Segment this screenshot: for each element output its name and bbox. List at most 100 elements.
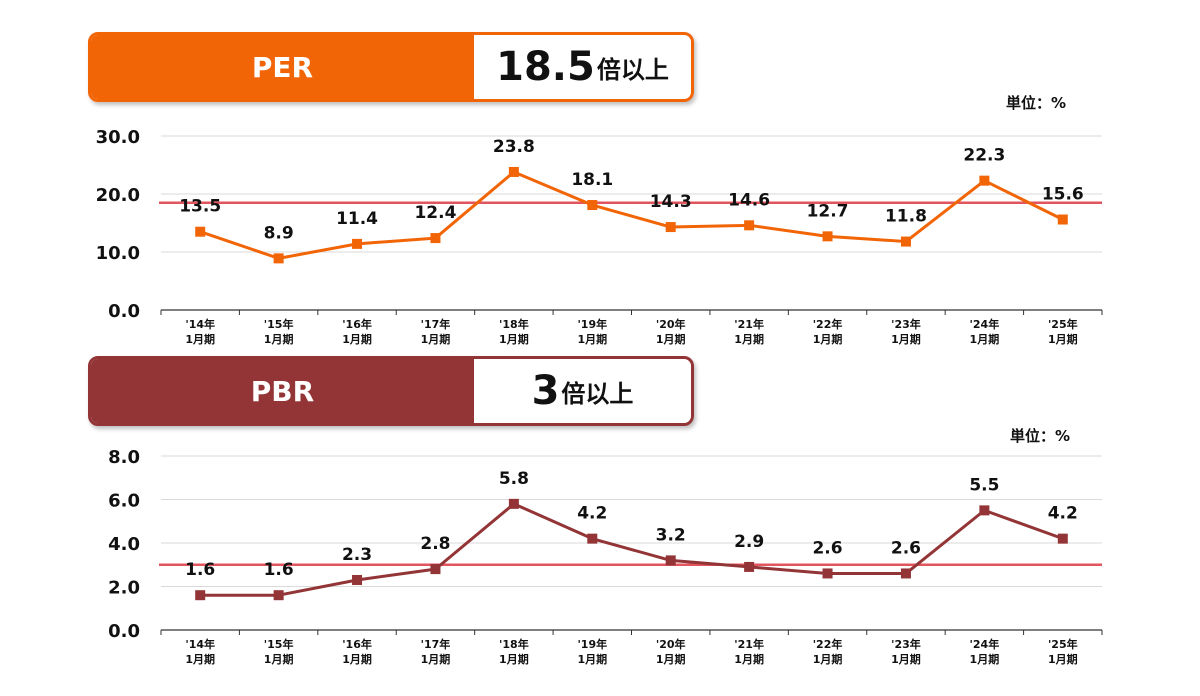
pbr-ytick-label: 0.0 [108,621,140,642]
pbr-xtick-year: '17年 [421,637,451,651]
per-xtick-year: '17年 [421,317,451,331]
per-xtick-year: '25年 [1048,317,1078,331]
pbr-ytick-label: 6.0 [108,491,140,512]
pbr-xtick-year: '22年 [813,637,843,651]
pbr-xtick-period: 1月期 [577,652,607,666]
pbr-data-label: 5.5 [969,475,999,495]
per-data-point [430,233,441,244]
pbr-xtick-period: 1月期 [342,652,372,666]
pbr-xtick-period: 1月期 [421,652,451,666]
pbr-xtick-year: '21年 [734,637,764,651]
per-data-label: 12.4 [414,203,456,223]
per-data-point [900,236,911,247]
per-threshold-value: 18.5 [496,44,595,90]
pbr-data-point [979,505,990,516]
pbr-data-label: 2.6 [891,538,921,558]
per-banner: PER 18.5 倍以上 [88,32,694,102]
pbr-xtick-period: 1月期 [734,652,764,666]
pbr-xtick-year: '19年 [577,637,607,651]
pbr-data-point [900,568,911,579]
pbr-data-label: 1.6 [264,560,294,580]
pbr-data-point [822,568,833,579]
pbr-xtick-year: '25年 [1048,637,1078,651]
pbr-xtick-year: '20年 [656,637,686,651]
pbr-xtick-period: 1月期 [970,652,1000,666]
per-data-point [822,231,833,242]
per-xtick-year: '18年 [499,317,529,331]
pbr-xtick-period: 1月期 [264,652,294,666]
per-xtick-year: '15年 [264,317,294,331]
per-data-point [508,166,519,177]
pbr-data-label: 5.8 [499,469,529,489]
per-data-point [1057,214,1068,225]
per-data-point [665,222,676,233]
per-xtick-period: 1月期 [970,332,1000,346]
pbr-banner: PBR 3 倍以上 [88,356,694,426]
pbr-data-point [352,574,363,585]
pbr-xtick-period: 1月期 [499,652,529,666]
pbr-threshold: 3 倍以上 [474,359,691,423]
pbr-data-label: 2.9 [734,532,764,552]
pbr-xtick-period: 1月期 [1048,652,1078,666]
pbr-unit-label: 単位：% [1010,427,1071,445]
pbr-label: PBR [91,359,474,423]
per-data-label: 14.6 [728,190,770,210]
pbr-xtick-period: 1月期 [656,652,686,666]
pbr-data-label: 3.2 [656,525,686,545]
pbr-data-point [1057,533,1068,544]
per-data-label: 13.5 [179,197,221,217]
per-xtick-period: 1月期 [342,332,372,346]
per-data-point [195,226,206,237]
per-label: PER [91,35,474,99]
per-data-label: 18.1 [571,170,613,190]
pbr-data-point [508,498,519,509]
per-ytick-label: 20.0 [96,185,140,206]
per-ytick-label: 10.0 [96,243,140,264]
per-xtick-year: '14年 [185,317,215,331]
pbr-xtick-period: 1月期 [891,652,921,666]
pbr-data-label: 4.2 [577,504,607,524]
per-unit-label: 単位：% [1006,94,1067,112]
pbr-xtick-year: '18年 [499,637,529,651]
per-xtick-period: 1月期 [421,332,451,346]
per-data-label: 11.4 [336,209,378,229]
pbr-series-line [200,502,1064,597]
per-data-label: 12.7 [807,201,849,221]
pbr-xtick-year: '14年 [185,637,215,651]
pbr-data-point [587,533,598,544]
per-ytick-label: 0.0 [108,301,140,322]
per-line-chart: 0.0 10.0 20.0 30.0 13.5 8.9 11.4 12.4 23.8 18.1 14… [96,127,1103,346]
per-series-line [199,170,1064,260]
per-threshold-suffix: 倍以上 [596,55,669,84]
pbr-xtick-year: '15年 [264,637,294,651]
pbr-data-label: 4.2 [1048,504,1078,524]
pbr-data-point [273,590,284,601]
pbr-data-label: 1.6 [185,560,215,580]
per-xtick-year: '20年 [656,317,686,331]
per-data-label: 15.6 [1042,185,1084,205]
per-xtick-period: 1月期 [813,332,843,346]
per-xtick-year: '19年 [577,317,607,331]
per-data-point [273,253,284,264]
per-xtick-period: 1月期 [1048,332,1078,346]
per-data-point [979,175,990,186]
pbr-ytick-label: 4.0 [108,534,140,555]
per-xtick-period: 1月期 [656,332,686,346]
pbr-xtick-period: 1月期 [185,652,215,666]
per-data-label: 11.8 [885,207,927,227]
per-xtick-period: 1月期 [499,332,529,346]
per-xtick-period: 1月期 [185,332,215,346]
per-xtick-period: 1月期 [734,332,764,346]
pbr-threshold-suffix: 倍以上 [561,379,634,408]
per-data-point [352,238,363,249]
per-xtick-year: '23年 [891,317,921,331]
per-threshold: 18.5 倍以上 [474,35,691,99]
pbr-data-point [195,590,206,601]
pbr-data-label: 2.3 [342,545,372,565]
pbr-xtick-year: '16年 [342,637,372,651]
per-data-label: 14.3 [650,192,692,212]
per-xtick-period: 1月期 [891,332,921,346]
per-xtick-year: '21年 [734,317,764,331]
pbr-data-label: 2.8 [420,534,450,554]
per-xtick-year: '16年 [342,317,372,331]
